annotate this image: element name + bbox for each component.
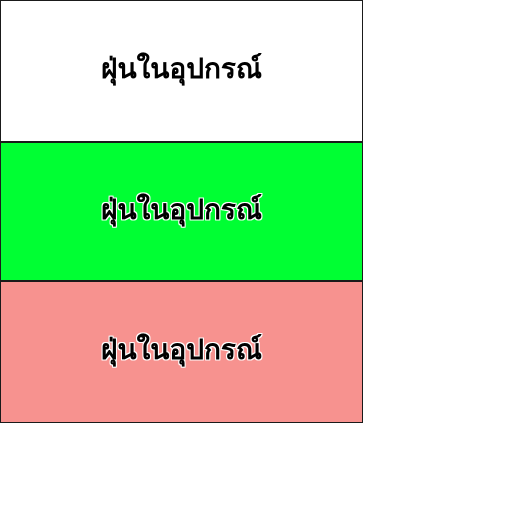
swatch-green-label: ฝุ่นในอุปกรณ์ (101, 192, 262, 226)
swatch-pink: ฝุ่นในอุปกรณ์ (1, 282, 362, 422)
swatch-white-label: ฝุ่นในอุปกรณ์ (101, 51, 262, 85)
swatch-pink-label: ฝุ่นในอุปกรณ์ (101, 333, 262, 366)
color-swatch-stack: ฝุ่นในอุปกรณ์ ฝุ่นในอุปกรณ์ ฝุ่นในอุปกรณ… (0, 0, 363, 423)
swatch-green: ฝุ่นในอุปกรณ์ (1, 141, 362, 282)
swatch-white: ฝุ่นในอุปกรณ์ (1, 1, 362, 140)
